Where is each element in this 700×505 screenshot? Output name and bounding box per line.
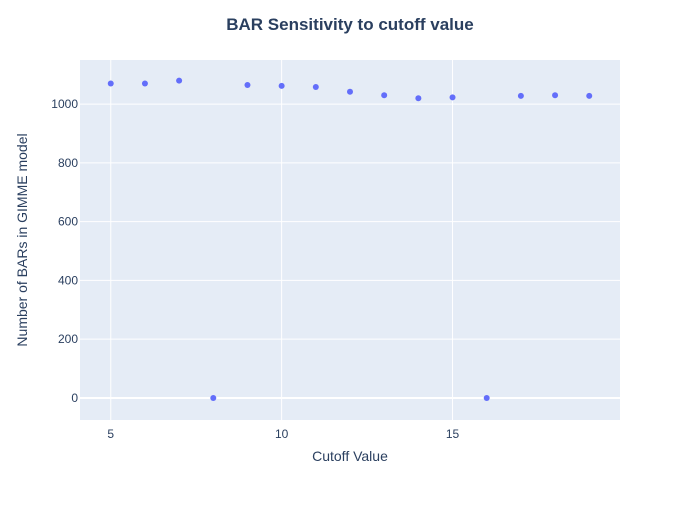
data-point[interactable] <box>381 92 388 99</box>
points-layer <box>107 77 593 401</box>
grid-layer <box>80 60 620 420</box>
data-point[interactable] <box>312 84 319 91</box>
y-tick-label: 200 <box>58 332 78 346</box>
data-point[interactable] <box>244 81 251 88</box>
y-tick-label: 400 <box>58 273 78 287</box>
chart-title: BAR Sensitivity to cutoff value <box>226 15 473 34</box>
y-tick-label: 800 <box>58 156 78 170</box>
data-point[interactable] <box>517 92 524 99</box>
x-tick-label: 15 <box>446 427 460 441</box>
data-point[interactable] <box>347 88 353 95</box>
axis-layer: 5 10 15 0 200 400 600 800 1000 <box>51 97 459 441</box>
data-point[interactable] <box>449 94 456 101</box>
data-point[interactable] <box>483 394 490 401</box>
data-point[interactable] <box>210 394 217 401</box>
data-point[interactable] <box>141 80 148 87</box>
x-axis-label: Cutoff Value <box>312 448 388 464</box>
data-point[interactable] <box>552 92 559 99</box>
data-point[interactable] <box>415 95 422 102</box>
plot-background <box>80 60 620 420</box>
y-axis-label: Number of BARs in GIMME model <box>14 133 30 346</box>
data-point[interactable] <box>278 82 285 89</box>
y-tick-label: 0 <box>71 391 78 405</box>
x-tick-label: 5 <box>107 427 114 441</box>
y-tick-label: 600 <box>58 215 78 229</box>
data-point[interactable] <box>586 92 593 99</box>
data-point[interactable] <box>176 77 183 84</box>
y-tick-label: 1000 <box>51 97 78 111</box>
x-tick-label: 10 <box>275 427 289 441</box>
data-point[interactable] <box>107 80 114 87</box>
